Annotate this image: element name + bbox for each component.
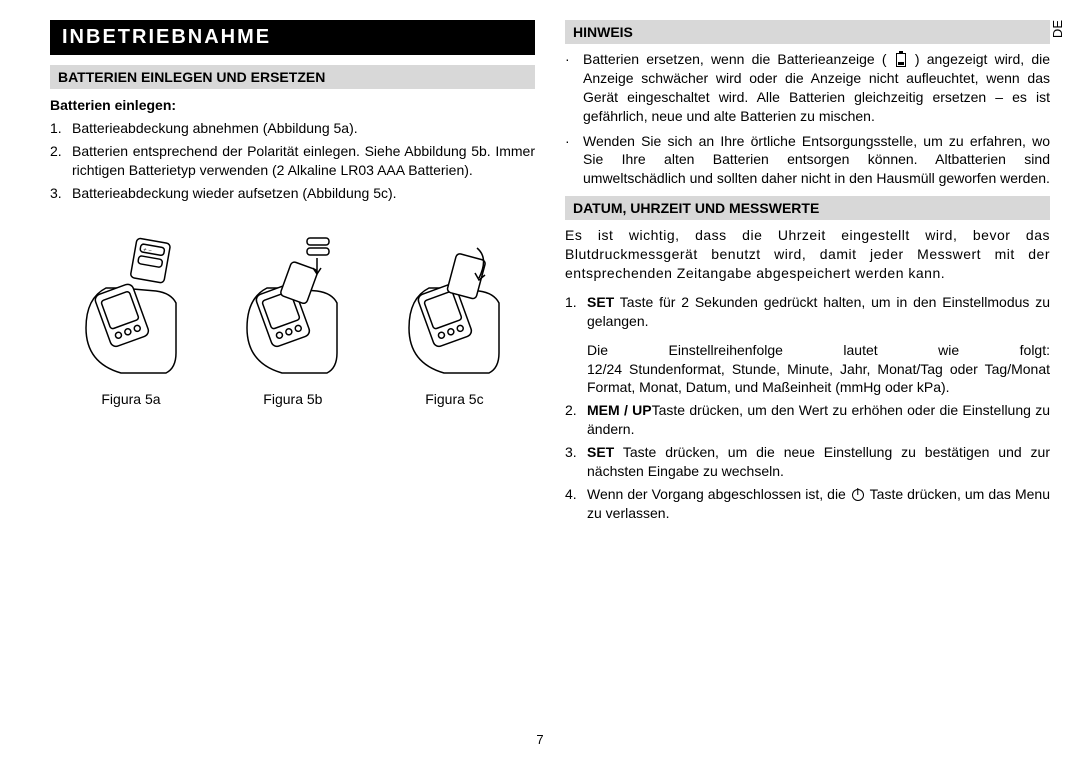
subsection-datetime: DATUM, UHRZEIT UND MESSWERTE: [565, 196, 1050, 220]
datetime-intro: Es ist wichtig, dass die Uhrzeit eingest…: [565, 226, 1050, 283]
list-item: Wenden Sie sich an Ihre örtliche Entsorg…: [583, 132, 1050, 189]
figure-5c-icon: [399, 233, 509, 383]
list-item: SET Taste drücken, um die neue Einstellu…: [587, 443, 1050, 481]
figure-5a-icon: + −: [76, 233, 186, 383]
heading-insert-batteries: Batterien einlegen:: [50, 95, 535, 115]
subsection-note: HINWEIS: [565, 20, 1050, 44]
page-number: 7: [0, 732, 1080, 747]
note-bullets: ·Batterien ersetzen, wenn die Batteriean…: [565, 50, 1050, 188]
right-column: HINWEIS ·Batterien ersetzen, wenn die Ba…: [565, 20, 1050, 720]
list-item: MEM / UPTaste drücken, um den Wert zu er…: [587, 401, 1050, 439]
subsection-batteries: BATTERIEN EINLEGEN UND ERSETZEN: [50, 65, 535, 89]
figure-caption: Figura 5a: [101, 391, 160, 407]
left-column: INBETRIEBNAHME BATTERIEN EINLEGEN UND ER…: [50, 20, 535, 720]
list-item: Batterien entsprechend der Polarität ein…: [72, 142, 535, 180]
figure-row: + −: [50, 233, 535, 383]
battery-low-icon: [896, 53, 906, 67]
list-item: SET Taste für 2 Sekunden gedrückt halten…: [587, 293, 1050, 397]
power-icon: [852, 489, 864, 501]
figure-5b-icon: [237, 233, 347, 383]
datetime-steps: 1. SET Taste für 2 Sekunden gedrückt hal…: [565, 293, 1050, 523]
figure-caption: Figura 5c: [425, 391, 483, 407]
list-item: Batterieabdeckung wieder aufsetzen (Abbi…: [72, 184, 535, 203]
language-tag: DE: [1050, 20, 1065, 38]
figure-caption: Figura 5b: [263, 391, 322, 407]
list-item: Wenn der Vorgang abgeschlossen ist, die …: [587, 485, 1050, 523]
figure-captions: Figura 5a Figura 5b Figura 5c: [50, 391, 535, 407]
list-item: Batterien ersetzen, wenn die Batterieanz…: [583, 50, 1050, 126]
insert-batteries-list: 1.Batterieabdeckung abnehmen (Abbildung …: [50, 119, 535, 203]
section-banner: INBETRIEBNAHME: [50, 20, 535, 55]
list-item: Batterieabdeckung abnehmen (Abbildung 5a…: [72, 119, 535, 138]
